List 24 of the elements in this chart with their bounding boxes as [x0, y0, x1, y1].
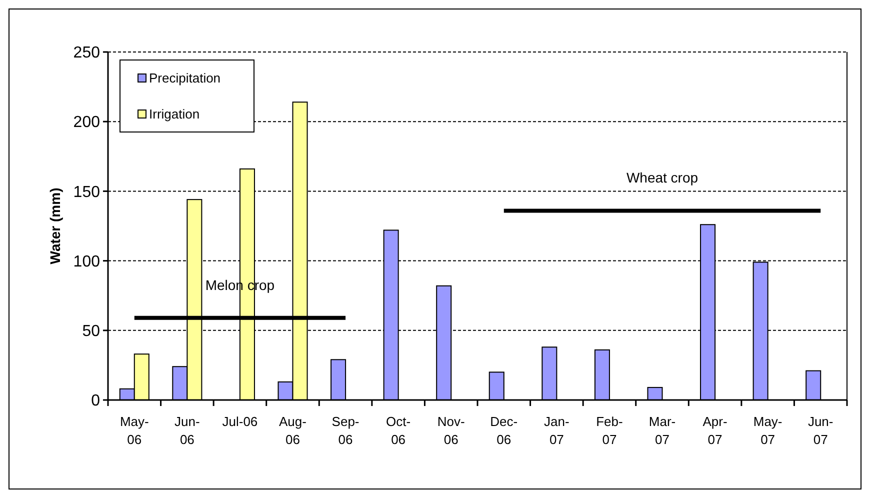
x-tick-label: Aug-06: [279, 414, 306, 447]
x-tick-label: Feb-07: [596, 414, 623, 447]
x-tick-label: Oct-06: [386, 414, 411, 447]
x-tick-label: Jun-07: [808, 414, 834, 447]
y-tick-label: 50: [82, 323, 100, 340]
x-tick-label: Jun-06: [174, 414, 200, 447]
x-tick-label: Nov-06: [437, 414, 465, 447]
y-tick-label: 150: [73, 184, 100, 201]
x-tick-label: Jan-07: [544, 414, 570, 447]
x-tick-label: Jul-06: [222, 414, 258, 429]
x-tick-label: Mar-07: [648, 414, 676, 447]
x-tick-label: Apr-07: [702, 414, 728, 447]
y-tick-label: 0: [91, 392, 100, 410]
legend-label: Precipitation: [149, 70, 221, 86]
y-axis-title: Water (mm): [47, 188, 63, 264]
x-tick-label: Sep-06: [332, 414, 360, 447]
legend-label: Irrigation: [149, 106, 200, 122]
x-tick-label: May-07: [753, 414, 782, 447]
x-tick-label: May-06: [120, 414, 149, 447]
y-tick-label: 200: [73, 114, 100, 132]
x-tick-label: Dec-06: [490, 414, 518, 447]
y-tick-label: 250: [73, 44, 100, 62]
annotation: Wheat crop: [626, 170, 698, 186]
y-tick-label: 100: [73, 253, 100, 270]
